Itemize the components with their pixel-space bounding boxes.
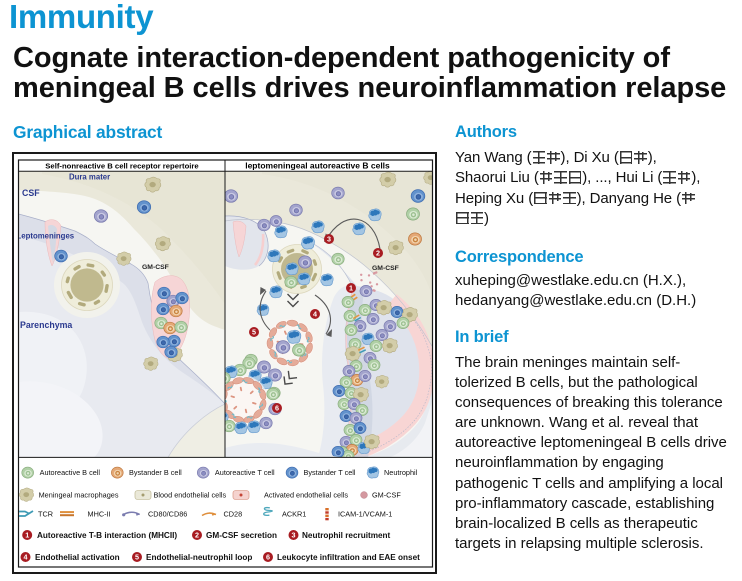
svg-text:4: 4 xyxy=(313,310,317,319)
svg-text:CD80/CD86: CD80/CD86 xyxy=(148,510,187,519)
svg-text:Neutrophil: Neutrophil xyxy=(384,468,418,477)
svg-text:6: 6 xyxy=(266,553,270,562)
svg-text:Leptomeninges: Leptomeninges xyxy=(17,232,75,241)
svg-text:Endothelial activation: Endothelial activation xyxy=(35,553,120,562)
svg-text:5: 5 xyxy=(252,328,256,337)
svg-text:ICAM-1/VCAM-1: ICAM-1/VCAM-1 xyxy=(338,510,392,519)
svg-text:Endothelial-neutrophil loop: Endothelial-neutrophil loop xyxy=(146,553,252,562)
svg-text:Leukocyte infiltration and EAE: Leukocyte infiltration and EAE onset xyxy=(277,553,420,562)
svg-text:2: 2 xyxy=(376,249,380,258)
svg-text:Dura mater: Dura mater xyxy=(69,173,110,182)
svg-text:Neutrophil recruitment: Neutrophil recruitment xyxy=(302,531,391,540)
svg-text:GM-CSF: GM-CSF xyxy=(142,264,169,271)
svg-text:Blood endothelial cells: Blood endothelial cells xyxy=(154,491,227,500)
svg-text:TCR: TCR xyxy=(38,510,53,519)
svg-text:Bystander T cell: Bystander T cell xyxy=(304,468,356,477)
svg-text:3: 3 xyxy=(292,531,296,540)
svg-text:2: 2 xyxy=(195,531,199,540)
svg-text:leptomeningeal autoreactive B: leptomeningeal autoreactive B cells xyxy=(245,161,390,171)
svg-text:6: 6 xyxy=(275,404,279,413)
svg-text:MHC-II: MHC-II xyxy=(88,510,111,519)
svg-text:Bystander B cell: Bystander B cell xyxy=(129,468,182,477)
svg-text:Autoreactive B cell: Autoreactive B cell xyxy=(40,468,101,477)
svg-text:ACKR1: ACKR1 xyxy=(282,510,306,519)
svg-text:GM-CSF: GM-CSF xyxy=(372,491,401,500)
svg-text:4: 4 xyxy=(24,553,28,562)
svg-text:Autoreactive T-B interaction (: Autoreactive T-B interaction (MHCII) xyxy=(37,531,177,540)
svg-text:3: 3 xyxy=(327,235,331,244)
svg-text:Meningeal macrophages: Meningeal macrophages xyxy=(39,491,119,500)
svg-text:GM-CSF: GM-CSF xyxy=(372,265,399,272)
svg-text:1: 1 xyxy=(25,531,29,540)
svg-text:GM-CSF secretion: GM-CSF secretion xyxy=(206,531,277,540)
svg-text:5: 5 xyxy=(135,553,139,562)
svg-text:Autoreactive T cell: Autoreactive T cell xyxy=(215,468,275,477)
svg-text:1: 1 xyxy=(349,284,353,293)
svg-text:CSF: CSF xyxy=(22,188,40,198)
svg-text:CD28: CD28 xyxy=(224,510,243,519)
svg-text:Activated endothelial cells: Activated endothelial cells xyxy=(264,491,348,500)
svg-text:Parenchyma: Parenchyma xyxy=(20,320,72,330)
svg-text:Self-nonreactive B cell recept: Self-nonreactive B cell receptor reperto… xyxy=(45,161,199,170)
